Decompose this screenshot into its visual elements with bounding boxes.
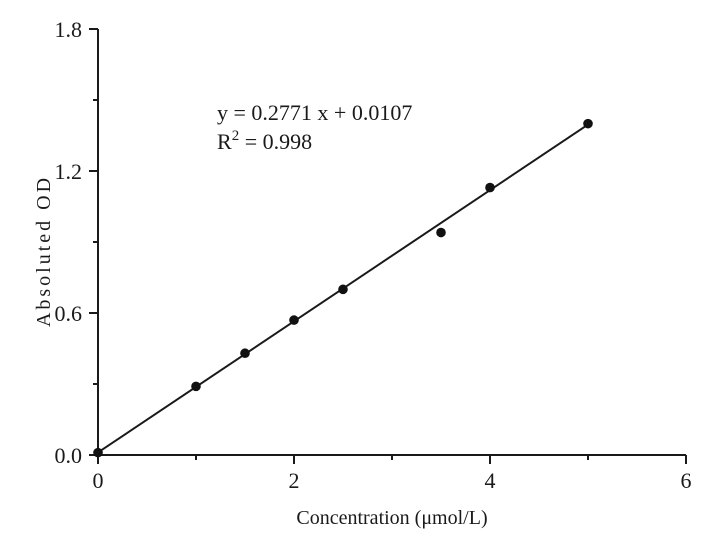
- y-tick-label: 0.0: [55, 443, 83, 468]
- data-point: [583, 118, 593, 129]
- x-tick-label: 2: [289, 468, 300, 493]
- y-tick-label: 0.6: [55, 301, 83, 326]
- x-tick-label: 6: [681, 468, 692, 493]
- r-squared-exponent: 2: [232, 128, 240, 144]
- y-tick-label: 1.2: [55, 159, 83, 184]
- fit-equation-text: y = 0.2771 x + 0.0107: [217, 100, 412, 125]
- axes-layer: 0 2 4 6 0.0 0.6 1.2 1.8: [55, 17, 692, 493]
- r-squared-text: R2 = 0.998: [217, 128, 312, 154]
- y-tick-label: 1.8: [55, 17, 83, 42]
- x-tick-label: 0: [93, 468, 104, 493]
- y-axis-title: Absoluted OD: [33, 175, 55, 327]
- r-squared-value: = 0.998: [239, 129, 312, 154]
- data-point: [436, 227, 446, 238]
- data-point: [240, 348, 250, 359]
- x-tick-label: 4: [485, 468, 496, 493]
- plot-layer: [93, 118, 593, 458]
- x-axis-title: Concentration (μmol/L): [296, 507, 487, 529]
- data-point: [485, 182, 495, 193]
- data-point: [93, 447, 103, 458]
- data-point: [338, 284, 348, 295]
- r-squared-base: R: [217, 129, 232, 154]
- data-point: [191, 381, 201, 392]
- data-point: [289, 315, 299, 325]
